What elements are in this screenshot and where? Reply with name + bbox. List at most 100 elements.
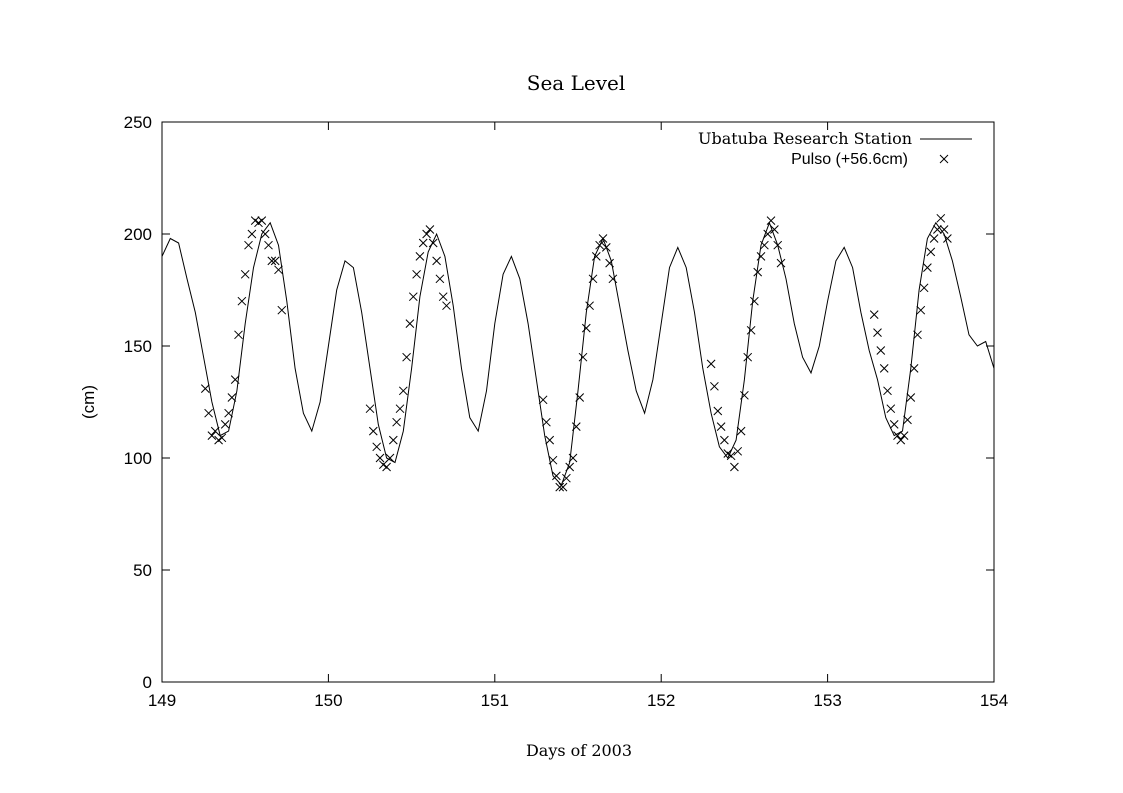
data-point-pulso (405, 319, 415, 328)
data-point-pulso (552, 471, 561, 481)
y-tick-label: 0 (143, 673, 152, 692)
data-point-pulso (422, 229, 431, 239)
data-point-pulso (368, 426, 378, 436)
data-point-pulso (896, 435, 906, 445)
data-point-pulso (933, 225, 942, 234)
chart-title: Sea Level (527, 71, 625, 95)
data-point-pulso (770, 225, 779, 234)
data-point-pulso (385, 453, 395, 463)
data-point-pulso (382, 462, 391, 472)
data-point-pulso (926, 247, 936, 257)
data-point-pulso (565, 462, 575, 472)
data-point-pulso (545, 435, 555, 445)
data-point-pulso (939, 225, 949, 234)
data-point-pulso (392, 417, 401, 427)
data-point-pulso (736, 426, 746, 436)
data-point-pulso (230, 375, 240, 384)
x-tick-label: 152 (647, 691, 675, 710)
data-point-pulso (237, 296, 247, 306)
data-point-pulso (763, 229, 773, 239)
data-point-pulso (418, 238, 428, 248)
data-point-pulso (598, 234, 608, 243)
data-point-pulso (588, 274, 598, 284)
data-point-pulso (365, 404, 375, 414)
legend-marker-sample (939, 154, 949, 164)
data-point-pulso (601, 243, 611, 252)
data-point-pulso (274, 265, 283, 275)
data-point-pulso (217, 433, 227, 443)
data-point-pulso (879, 364, 889, 373)
data-point-pulso (402, 352, 411, 362)
x-tick-label: 154 (980, 691, 1008, 710)
data-point-pulso (716, 422, 726, 431)
data-point-pulso (227, 393, 237, 402)
x-tick-label: 150 (314, 691, 342, 710)
data-point-pulso (224, 408, 233, 418)
series-line-ubatuba (161, 221, 995, 486)
data-point-pulso (936, 213, 946, 223)
data-point-pulso (869, 310, 879, 319)
legend: Ubatuba Research Station Pulso (+56.6cm) (698, 129, 972, 168)
data-point-pulso (581, 323, 591, 333)
y-tick-label: 50 (133, 561, 152, 580)
data-point-pulso (710, 381, 719, 391)
data-point-pulso (608, 274, 618, 284)
legend-label-pulso: Pulso (+56.6cm) (791, 151, 908, 168)
data-point-pulso (760, 240, 769, 250)
data-point-pulso (270, 256, 280, 266)
data-point-pulso (746, 325, 756, 335)
data-point-pulso (234, 330, 243, 340)
y-tick-label: 150 (124, 337, 152, 356)
x-axis-label: Days of 2003 (526, 741, 632, 760)
data-point-pulso (720, 435, 729, 445)
data-point-pulso (575, 393, 585, 402)
data-point-pulso (591, 252, 601, 261)
plot-frame (161, 121, 995, 683)
data-point-pulso (247, 229, 257, 239)
series-layer (161, 213, 995, 492)
data-point-pulso (726, 451, 736, 461)
data-point-pulso (210, 426, 220, 436)
data-point-pulso (595, 240, 604, 250)
data-point-pulso (432, 256, 441, 266)
x-tick-label: 149 (148, 691, 176, 710)
data-point-pulso (428, 238, 438, 248)
data-point-pulso (909, 364, 919, 373)
data-point-pulso (706, 359, 716, 369)
y-tick-label: 100 (124, 449, 152, 468)
legend-label-station: Ubatuba Research Station (698, 129, 912, 148)
data-point-pulso (903, 415, 912, 425)
data-point-pulso (740, 390, 749, 400)
x-axis-ticks: 149 150 151 152 153 154 (148, 122, 1008, 710)
data-point-pulso (766, 216, 776, 225)
data-point-pulso (415, 252, 425, 261)
y-tick-label: 250 (124, 113, 152, 132)
data-point-pulso (756, 252, 766, 261)
data-point-pulso (773, 240, 783, 250)
data-point-pulso (906, 393, 916, 402)
data-point-pulso (438, 292, 448, 302)
data-point-pulso (753, 267, 763, 277)
data-point-pulso (919, 283, 929, 293)
data-point-pulso (244, 240, 253, 250)
data-point-pulso (943, 234, 952, 243)
data-point-pulso (585, 301, 594, 311)
data-point-pulso (750, 296, 759, 306)
data-point-pulso (408, 292, 418, 302)
data-point-pulso (372, 442, 382, 452)
x-tick-label: 151 (481, 691, 509, 710)
data-point-pulso (923, 263, 932, 272)
data-point-pulso (571, 422, 581, 431)
data-point-pulso (395, 404, 405, 414)
data-point-pulso (893, 431, 902, 440)
data-point-pulso (555, 482, 565, 492)
data-point-pulso (889, 420, 899, 429)
data-point-pulso (876, 346, 886, 355)
x-tick-label: 153 (813, 691, 841, 710)
data-point-pulso (412, 269, 421, 279)
data-point-pulso (257, 216, 267, 225)
data-point-pulso (605, 258, 614, 268)
y-axis-label: (cm) (79, 385, 98, 419)
data-point-pulso (899, 431, 909, 440)
